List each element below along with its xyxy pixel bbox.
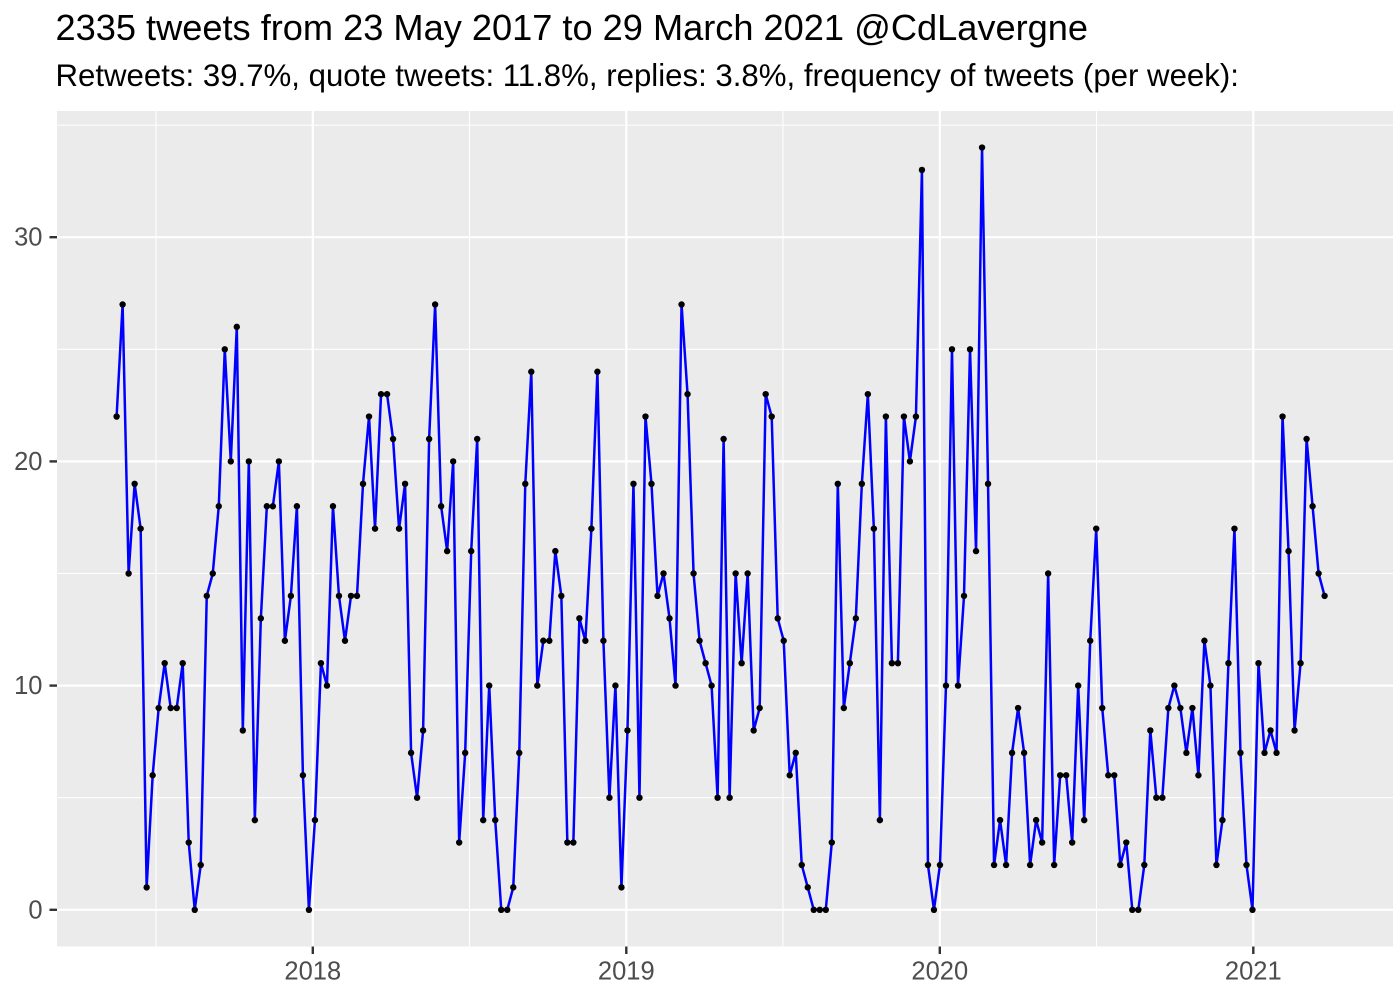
svg-text:10: 10 [14,672,42,700]
svg-text:2018: 2018 [284,958,341,986]
svg-text:2335 tweets from 23 May 2017 t: 2335 tweets from 23 May 2017 to 29 March… [56,7,1089,48]
svg-text:2021: 2021 [1225,958,1282,986]
svg-text:Retweets: 39.7%, quote tweets:: Retweets: 39.7%, quote tweets: 11.8%, re… [56,58,1239,93]
svg-text:2019: 2019 [598,958,655,986]
svg-text:30: 30 [14,224,42,252]
svg-text:2020: 2020 [911,958,968,986]
svg-text:0: 0 [28,896,42,924]
svg-text:20: 20 [14,448,42,476]
